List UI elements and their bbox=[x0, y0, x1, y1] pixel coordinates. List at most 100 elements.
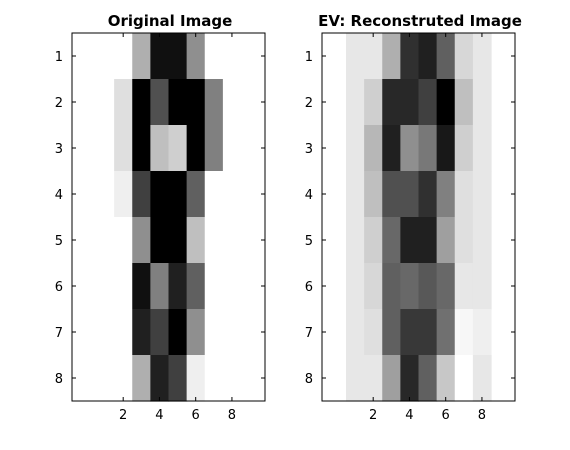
pixel-cell-r3-c6 bbox=[186, 125, 206, 172]
axes-frame bbox=[321, 32, 516, 402]
pixel-cell-r2-c4 bbox=[400, 79, 420, 126]
pixel-cell-r4-c7 bbox=[454, 171, 474, 218]
pixel-cell-r4-c4 bbox=[150, 171, 170, 218]
pixel-cell-r1-c1 bbox=[346, 33, 365, 80]
pixel-cell-r8-c7 bbox=[454, 355, 474, 402]
pixel-cell-r6-c6 bbox=[186, 263, 206, 310]
pixel-cell-r8-c4 bbox=[150, 355, 170, 402]
pixel-cell-r3-c2 bbox=[364, 125, 383, 172]
pixel-cell-r6-c1 bbox=[96, 263, 115, 310]
y-tick-label: 3 bbox=[305, 142, 313, 157]
pixel-cell-r7-c2 bbox=[364, 309, 383, 356]
pixel-cell-r3-c5 bbox=[418, 125, 438, 172]
pixel-cell-r5-c5 bbox=[168, 217, 188, 264]
x-tick-label: 4 bbox=[155, 408, 163, 423]
x-tick-label: 8 bbox=[478, 408, 486, 423]
y-tick-label: 1 bbox=[55, 50, 63, 65]
pixel-cell-r8-c1 bbox=[96, 355, 115, 402]
pixel-cell-r5-c6 bbox=[436, 217, 456, 264]
pixel-cell-r7-c7 bbox=[454, 309, 474, 356]
pixel-cell-r4-c5 bbox=[418, 171, 438, 218]
y-tick-label: 7 bbox=[55, 326, 63, 341]
subplot-title: EV: Reconstruted Image bbox=[318, 12, 522, 30]
pixel-cell-r5-c8 bbox=[222, 217, 242, 264]
pixel-cell-r1-c8 bbox=[472, 33, 492, 80]
pixel-cell-r7-c3 bbox=[132, 309, 151, 356]
pixel-cell-r6-c7 bbox=[454, 263, 474, 310]
pixel-cell-r4-c3 bbox=[132, 171, 151, 218]
pixel-cell-r3-c1 bbox=[96, 125, 115, 172]
pixel-cell-r8-c7 bbox=[204, 355, 224, 402]
pixel-cell-r7-c3 bbox=[382, 309, 401, 356]
pixel-cell-r5-c1 bbox=[346, 217, 365, 264]
pixel-cell-r4-c1 bbox=[346, 171, 365, 218]
pixel-cell-r5-c4 bbox=[400, 217, 420, 264]
pixel-cell-r1-c4 bbox=[400, 33, 420, 80]
x-tick-label: 8 bbox=[228, 408, 236, 423]
pixel-cell-r6-c7 bbox=[204, 263, 224, 310]
pixel-cell-r1-c5 bbox=[418, 33, 438, 80]
pixel-cell-r1-c1 bbox=[96, 33, 115, 80]
pixel-cell-r1-c6 bbox=[436, 33, 456, 80]
pixel-cell-r4-c6 bbox=[186, 171, 206, 218]
y-tick-label: 4 bbox=[305, 188, 313, 203]
pixel-cell-r6-c4 bbox=[150, 263, 170, 310]
pixel-cell-r4-c8 bbox=[472, 171, 492, 218]
pixel-cell-r6-c5 bbox=[168, 263, 188, 310]
heatmap-cells bbox=[96, 33, 242, 402]
pixel-cell-r8-c5 bbox=[168, 355, 188, 402]
pixel-cell-r4-c8 bbox=[222, 171, 242, 218]
pixel-cell-r7-c8 bbox=[222, 309, 242, 356]
pixel-cell-r5-c3 bbox=[382, 217, 401, 264]
y-tick-label: 8 bbox=[305, 372, 313, 387]
pixel-cell-r1-c3 bbox=[132, 33, 151, 80]
pixel-cell-r2-c3 bbox=[132, 79, 151, 126]
pixel-cell-r1-c2 bbox=[364, 33, 383, 80]
pixel-cell-r4-c3 bbox=[382, 171, 401, 218]
pixel-cell-r4-c6 bbox=[436, 171, 456, 218]
y-tick-label: 2 bbox=[305, 96, 313, 111]
pixel-cell-r7-c7 bbox=[204, 309, 224, 356]
y-tick-label: 2 bbox=[55, 96, 63, 111]
pixel-cell-r5-c7 bbox=[454, 217, 474, 264]
pixel-cell-r6-c3 bbox=[132, 263, 151, 310]
pixel-cell-r2-c2 bbox=[364, 79, 383, 126]
subplot-title: Original Image bbox=[108, 12, 233, 30]
pixel-cell-r3-c5 bbox=[168, 125, 188, 172]
subplot-original: Original Image 2 4 6 8 1 2 3 4 5 6 7 8 bbox=[55, 12, 266, 423]
pixel-cell-r3-c7 bbox=[204, 125, 224, 172]
pixel-cell-r6-c5 bbox=[418, 263, 438, 310]
pixel-cell-r1-c7 bbox=[204, 33, 224, 80]
pixel-cell-r7-c2 bbox=[114, 309, 133, 356]
pixel-cell-r1-c7 bbox=[454, 33, 474, 80]
pixel-cell-r6-c2 bbox=[364, 263, 383, 310]
pixel-cell-r8-c4 bbox=[400, 355, 420, 402]
pixel-cell-r7-c5 bbox=[168, 309, 188, 356]
pixel-cell-r6-c1 bbox=[346, 263, 365, 310]
pixel-cell-r2-c3 bbox=[382, 79, 401, 126]
pixel-cell-r3-c4 bbox=[150, 125, 170, 172]
pixel-cell-r7-c6 bbox=[436, 309, 456, 356]
pixel-cell-r2-c2 bbox=[114, 79, 133, 126]
pixel-cell-r6-c4 bbox=[400, 263, 420, 310]
pixel-cell-r5-c1 bbox=[96, 217, 115, 264]
x-tick-label: 2 bbox=[369, 408, 377, 423]
pixel-cell-r2-c5 bbox=[168, 79, 188, 126]
pixel-cell-r7-c8 bbox=[472, 309, 492, 356]
pixel-cell-r8-c2 bbox=[114, 355, 133, 402]
pixel-cell-r2-c6 bbox=[436, 79, 456, 126]
pixel-cell-r4-c1 bbox=[96, 171, 115, 218]
x-tick-label: 2 bbox=[119, 408, 127, 423]
pixel-cell-r2-c6 bbox=[186, 79, 206, 126]
pixel-cell-r6-c6 bbox=[436, 263, 456, 310]
pixel-cell-r5-c2 bbox=[114, 217, 133, 264]
pixel-cell-r4-c4 bbox=[400, 171, 420, 218]
pixel-cell-r6-c2 bbox=[114, 263, 133, 310]
pixel-cell-r7-c6 bbox=[186, 309, 206, 356]
pixel-cell-r8-c6 bbox=[436, 355, 456, 402]
pixel-cell-r2-c5 bbox=[418, 79, 438, 126]
y-tick-label: 4 bbox=[55, 188, 63, 203]
pixel-cell-r2-c8 bbox=[222, 79, 242, 126]
pixel-cell-r3-c2 bbox=[114, 125, 133, 172]
